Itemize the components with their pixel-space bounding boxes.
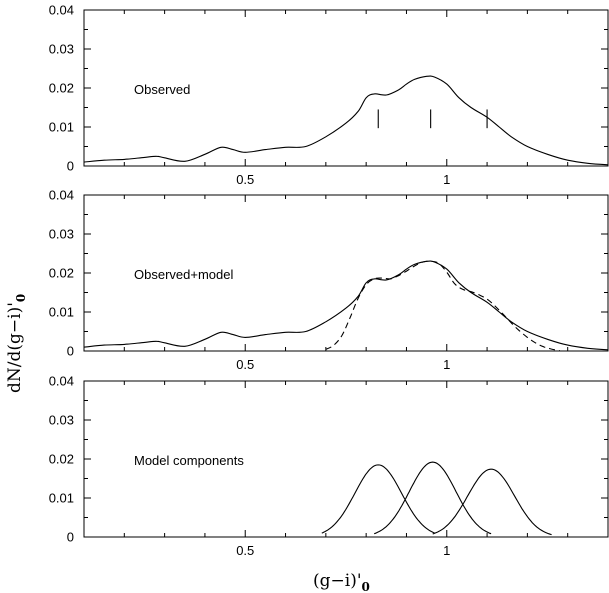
y-tick-label: 0.04 — [49, 188, 74, 203]
y-tick-label: 0.03 — [49, 42, 74, 57]
panel-label: Model components — [134, 453, 244, 468]
gaussian-component-3 — [432, 468, 552, 536]
y-tick-label: 0.03 — [49, 227, 74, 242]
y-tick-label: 0.03 — [49, 413, 74, 428]
y-axis-title-sub: 0 — [14, 294, 28, 302]
x-tick-label: 0.5 — [236, 172, 254, 187]
x-axis-title-sub: 0 — [362, 580, 370, 593]
x-tick-label: 1 — [443, 357, 450, 372]
y-tick-label: 0 — [67, 530, 74, 545]
observed-curve — [84, 75, 608, 166]
panel-label: Observed — [134, 82, 190, 97]
y-tick-label: 0.02 — [49, 81, 74, 96]
y-tick-label: 0.04 — [49, 3, 74, 18]
y-axis-title-main: dN/d(g−i)' — [5, 302, 25, 393]
x-tick-label: 0.5 — [236, 543, 254, 558]
y-tick-label: 0 — [67, 344, 74, 359]
panel-label: Observed+model — [134, 267, 233, 282]
x-axis-title: (g−i)'0 — [313, 571, 370, 593]
model-sum-curve — [325, 260, 560, 351]
gaussian-component-2 — [374, 461, 492, 535]
panel-3: 0 0.01 0.02 0.03 0.04 0.5 1 Model components — [49, 374, 609, 558]
gaussian-component-1 — [321, 464, 435, 534]
y-tick-label: 0.01 — [49, 305, 74, 320]
x-tick-label: 1 — [443, 172, 450, 187]
y-axis-title: dN/d(g−i)'0 — [5, 294, 28, 393]
panel-2: 0 0.01 0.02 0.03 0.04 0.5 1 Observed+model — [49, 188, 609, 372]
y-tick-label: 0.04 — [49, 374, 74, 389]
y-tick-label: 0.02 — [49, 452, 74, 467]
x-tick-label: 1 — [443, 543, 450, 558]
y-tick-label: 0.01 — [49, 120, 74, 135]
panel-1: 0 0.01 0.02 0.03 0.04 0.5 1 Observed — [49, 3, 609, 187]
y-tick-label: 0.02 — [49, 266, 74, 281]
observed-curve — [84, 260, 608, 351]
x-axis-title-main: (g−i)' — [313, 571, 362, 591]
y-tick-label: 0 — [67, 159, 74, 174]
x-tick-label: 0.5 — [236, 357, 254, 372]
y-tick-label: 0.01 — [49, 491, 74, 506]
